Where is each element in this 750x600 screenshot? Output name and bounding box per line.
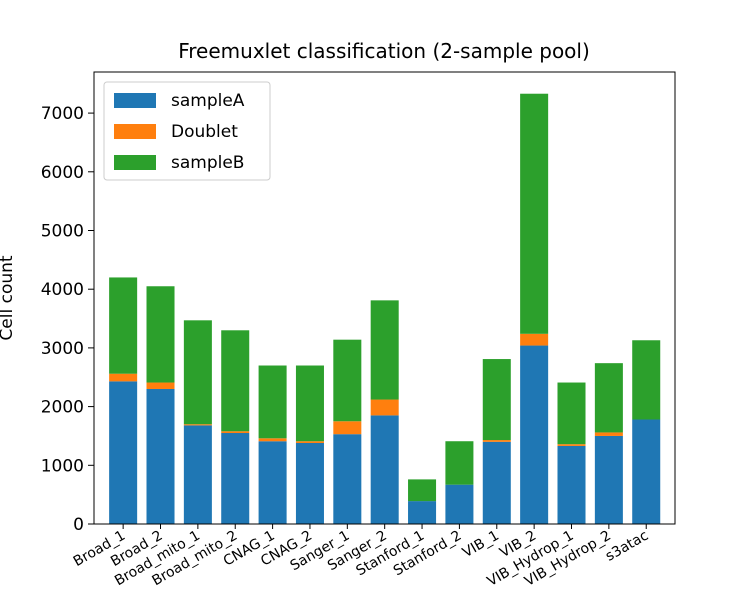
bar-sampleB-VIB_2 (520, 93, 549, 334)
bar-Doublet-Broad_2 (146, 382, 175, 389)
bar-sampleB-Broad_2 (146, 286, 175, 383)
axes-frame (93, 71, 676, 525)
bar-sampleA-VIB_Hydrop_1 (557, 445, 586, 524)
bar-Doublet-Sanger_1 (333, 421, 362, 435)
bar-sampleB-Broad_mito_2 (221, 330, 250, 432)
bar-Doublet-Sanger_2 (370, 399, 399, 416)
bar-sampleA-Stanford_1 (408, 501, 437, 524)
bar-sampleB-Broad_mito_1 (183, 320, 212, 425)
bar-Doublet-CNAG_1 (258, 438, 287, 442)
bar-sampleA-VIB_2 (520, 345, 549, 524)
bar-sampleA-Sanger_1 (333, 434, 362, 524)
bar-sampleA-s3atac (632, 419, 661, 524)
bars-group (109, 93, 661, 524)
legend-swatch-Doublet (114, 124, 156, 139)
legend-label-sampleB: sampleB (171, 153, 244, 173)
bar-sampleB-s3atac (632, 340, 661, 420)
legend-swatch-sampleA (114, 93, 156, 108)
bar-sampleB-VIB_Hydrop_1 (557, 382, 586, 445)
chart-title: Freemuxlet classification (2-sample pool… (178, 39, 590, 63)
bar-sampleB-Broad_1 (109, 277, 138, 374)
bar-sampleA-Sanger_2 (370, 415, 399, 524)
bar-sampleB-Sanger_1 (333, 339, 362, 422)
bar-sampleA-Broad_1 (109, 381, 138, 524)
bar-sampleA-VIB_Hydrop_2 (594, 435, 623, 524)
bar-sampleB-VIB_1 (482, 359, 511, 441)
legend-swatch-sampleB (114, 155, 156, 170)
bar-sampleA-Stanford_2 (445, 484, 474, 524)
bar-sampleB-CNAG_2 (295, 365, 324, 442)
y-axis-label: Cell count (0, 255, 17, 340)
bar-sampleB-VIB_Hydrop_2 (594, 363, 623, 433)
x-axis-ticks: Broad_1Broad_2Broad_mito_1Broad_mito_2CN… (71, 524, 651, 590)
x-tick-label: s3atac (603, 528, 651, 565)
bar-sampleB-Stanford_1 (408, 479, 437, 502)
y-tick-label: 2000 (41, 398, 84, 418)
bar-sampleB-CNAG_1 (258, 365, 287, 439)
bar-Doublet-Broad_mito_2 (221, 431, 250, 434)
bar-sampleA-Broad_mito_2 (221, 433, 250, 524)
y-tick-label: 1000 (41, 456, 84, 476)
legend: sampleA Doublet sampleB (103, 81, 271, 181)
legend-label-sampleA: sampleA (171, 91, 245, 111)
bar-sampleA-VIB_1 (482, 441, 511, 524)
bar-sampleA-Broad_2 (146, 388, 175, 524)
bar-Doublet-Broad_mito_1 (183, 424, 212, 426)
bar-sampleB-Sanger_2 (370, 300, 399, 400)
bar-Doublet-VIB_2 (520, 333, 549, 346)
bar-sampleA-CNAG_1 (258, 441, 287, 524)
bar-Doublet-Broad_1 (109, 373, 138, 382)
y-tick-label: 0 (73, 515, 84, 535)
legend-label-Doublet: Doublet (171, 122, 238, 142)
y-tick-label: 5000 (41, 221, 84, 241)
bar-sampleB-Stanford_2 (445, 441, 474, 485)
y-tick-label: 4000 (41, 280, 84, 300)
bar-Doublet-VIB_Hydrop_2 (594, 432, 623, 436)
y-tick-label: 6000 (41, 163, 84, 183)
y-tick-label: 3000 (41, 339, 84, 359)
y-tick-label: 7000 (41, 104, 84, 124)
bar-Doublet-CNAG_2 (295, 441, 324, 443)
bar-sampleA-Broad_mito_1 (183, 425, 212, 524)
bar-Doublet-VIB_Hydrop_1 (557, 444, 586, 446)
y-axis-ticks: 0 1000 2000 3000 4000 5000 6000 7000 (41, 104, 94, 535)
bar-sampleA-CNAG_2 (295, 442, 324, 524)
x-tick-label: VIB_1 (460, 528, 502, 561)
bar-Doublet-VIB_1 (482, 440, 511, 442)
